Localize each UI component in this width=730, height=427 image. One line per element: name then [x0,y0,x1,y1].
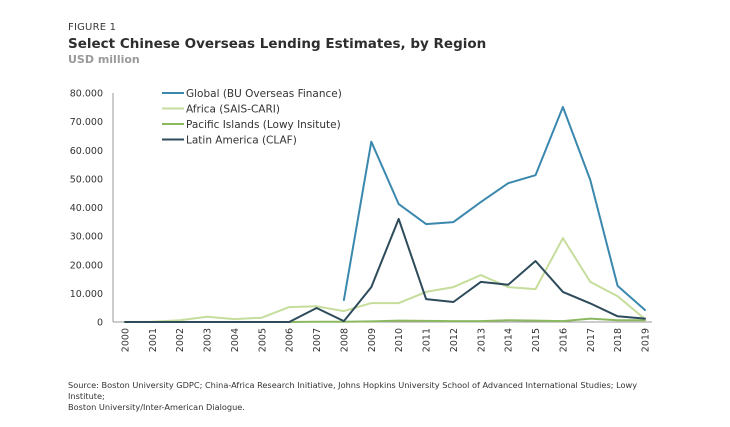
x-tick-label: 2000 [121,328,132,352]
y-tick-label: 40.000 [70,203,103,214]
series-line-global [342,106,646,311]
figure-label: FIGURE 1 [68,22,117,33]
legend-item: Latin America (CLAF) [162,135,297,147]
y-tick-label: 10.000 [70,289,103,300]
chart-subtitle: USD million [68,53,140,66]
x-tick-label: 2011 [422,328,433,352]
legend-label: Latin America (CLAF) [186,135,297,147]
chart-title: Select Chinese Overseas Lending Estimate… [68,36,487,52]
x-tick-label: 2002 [175,328,186,352]
y-tick-label: 30.000 [70,232,103,243]
legend-label: Africa (SAIS-CARI) [186,104,280,116]
y-axis-ticks: 0 10.000 20.000 30.000 40.000 50.000 60.000 70.… [70,89,103,329]
legend-item: Global (BU Overseas Finance) [162,88,342,100]
y-tick-label: 50.000 [70,174,103,185]
x-tick-label: 2010 [394,328,405,352]
y-tick-label: 60.000 [70,146,103,157]
y-tick-label: 70.000 [70,117,103,128]
source-line-1: Source: Boston University GDPC; China-Af… [68,380,638,401]
legend-label: Pacific Islands (Lowy Insitute) [186,119,341,131]
x-tick-label: 2001 [148,328,159,352]
legend: Global (BU Overseas Finance) Africa (SAIS… [162,88,342,147]
x-tick-label: 2015 [531,328,542,352]
legend-item: Pacific Islands (Lowy Insitute) [162,119,341,131]
x-tick-label: 2006 [285,328,296,352]
x-axis-ticks: 2000 2001 2002 2003 2004 2005 2006 2007 2008 2009… [121,328,652,352]
x-tick-label: 2007 [312,328,323,352]
legend-item: Africa (SAIS-CARI) [162,104,280,116]
x-tick-label: 2008 [339,328,350,352]
x-tick-label: 2016 [558,328,569,352]
x-tick-label: 2017 [586,328,597,352]
legend-label: Global (BU Overseas Finance) [186,88,342,100]
x-tick-label: 2005 [257,328,268,352]
source-line-2: Boston University/Inter-American Dialogu… [68,402,245,412]
series-lines [124,106,646,323]
y-tick-label: 0 [97,318,103,329]
series-line-africa [124,237,646,323]
x-tick-label: 2003 [203,328,214,352]
x-tick-label: 2013 [476,328,487,352]
series-line-latin [124,217,646,323]
x-tick-label: 2012 [449,328,460,352]
x-tick-label: 2009 [367,328,378,352]
source-note: Source: Boston University GDPC; China-Af… [68,380,668,413]
x-tick-label: 2014 [504,328,515,352]
y-tick-label: 80.000 [70,89,103,100]
x-tick-label: 2004 [230,328,241,352]
y-tick-label: 20.000 [70,260,103,271]
x-tick-label: 2018 [613,328,624,352]
x-tick-label: 2019 [641,328,652,352]
